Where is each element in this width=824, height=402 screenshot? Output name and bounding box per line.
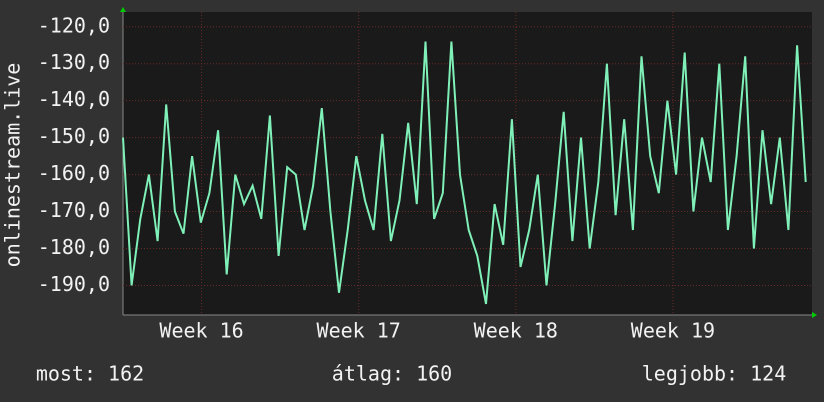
y-tick-label: -130,0 — [38, 50, 110, 74]
axis-arrow — [120, 7, 126, 12]
footer-stat: átlag: 160 — [332, 362, 452, 386]
footer-stat: legjobb: 124 — [642, 362, 787, 386]
x-tick-label: Week 19 — [631, 319, 715, 343]
x-tick-label: Week 17 — [317, 319, 401, 343]
axis-arrow — [812, 312, 817, 318]
plot-area — [123, 12, 812, 315]
x-tick-label: Week 16 — [159, 319, 243, 343]
y-axis-label: onlinestream.live — [1, 63, 25, 268]
data-line — [122, 41, 807, 305]
y-tick-label: -180,0 — [38, 235, 110, 259]
y-tick-label: -120,0 — [38, 13, 110, 37]
y-tick-label: -170,0 — [38, 198, 110, 222]
y-tick-label: -190,0 — [38, 272, 110, 296]
y-tick-label: -160,0 — [38, 161, 110, 185]
x-tick-label: Week 18 — [474, 319, 558, 343]
y-tick-label: -140,0 — [38, 87, 110, 111]
footer-stat: most: 162 — [36, 362, 144, 386]
y-tick-label: -150,0 — [38, 124, 110, 148]
